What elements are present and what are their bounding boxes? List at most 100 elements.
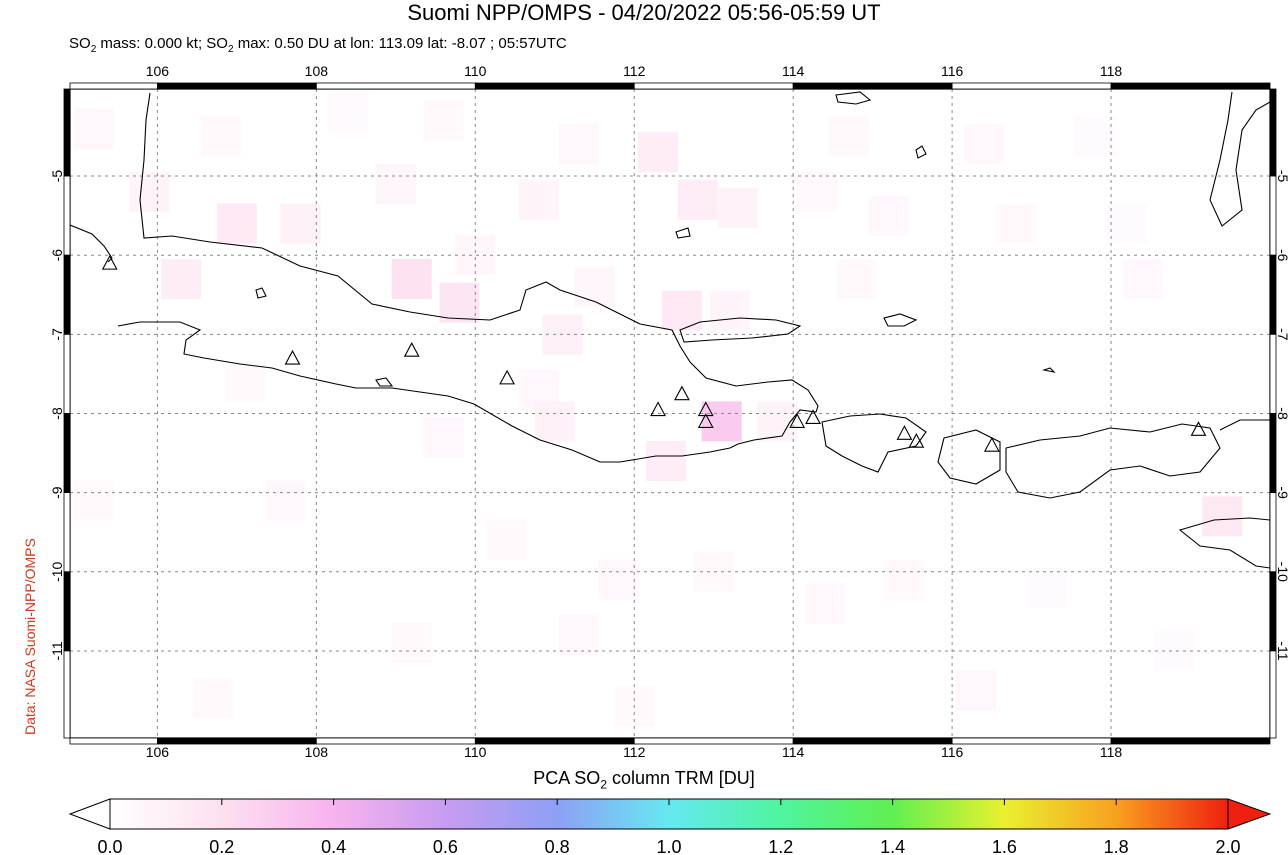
so2-pixel (868, 195, 909, 236)
frame-bar-right (1269, 175, 1277, 256)
colorbar-tick-label: 0.4 (321, 837, 346, 855)
lat-tick-label-right: -6 (1275, 249, 1288, 262)
so2-pixel (884, 559, 925, 600)
frame-bar-right (1269, 492, 1277, 573)
subtitle-part-a: SO (69, 35, 91, 52)
so2-pixel (1154, 630, 1195, 671)
frame-bar-right (1269, 333, 1277, 414)
subtitle-part-c: max: 0.50 DU at lon: 113.09 lat: -8.07 ;… (233, 35, 567, 52)
lon-tick-label-top: 110 (464, 63, 487, 79)
frame-bar-left (63, 650, 71, 739)
frame-bar-bottom (633, 737, 794, 745)
volcano-marker (896, 425, 913, 440)
frame-bar-left (63, 492, 71, 573)
so2-pixel (558, 615, 599, 656)
so2-pixel (709, 290, 750, 331)
frame-bar-bottom (69, 737, 158, 745)
volcano-layer (101, 254, 1207, 452)
frame-bar-right (1269, 571, 1277, 652)
so2-pixel (1027, 567, 1068, 608)
frame-bar-bottom (951, 737, 1112, 745)
frame-bar-bottom (157, 737, 317, 745)
lon-tick-label-top: 112 (623, 63, 646, 79)
so2-pixel (264, 480, 305, 521)
so2-pixel (216, 203, 257, 244)
colorbar-tick-label: 0.6 (433, 837, 458, 855)
so2-pixel (677, 179, 718, 220)
so2-pixel (375, 163, 416, 204)
so2-pixel (439, 282, 480, 323)
frame-bar-top (792, 82, 953, 90)
so2-pixel (1106, 203, 1147, 244)
volcano-marker (650, 401, 667, 417)
so2-pixel (963, 124, 1004, 165)
coast-sulawesi (1209, 91, 1270, 227)
map-title: Suomi NPP/OMPS - 04/20/2022 05:56-05:59 … (407, 0, 881, 25)
colorbar-tick-label: 2.0 (1215, 837, 1240, 855)
so2-pixel (717, 187, 758, 228)
frame-bar-left (63, 88, 71, 177)
so2-pixel (797, 171, 838, 212)
coast-sumatra (70, 224, 113, 263)
frame-bar-top (474, 82, 635, 90)
lat-tick-label-right: -5 (1275, 170, 1288, 183)
lat-tick-label-left: -10 (49, 561, 65, 581)
volcano-marker (908, 433, 925, 448)
so2-pixel (391, 258, 432, 299)
lat-tick-label-left: -6 (49, 249, 65, 262)
volcano-marker (284, 349, 301, 365)
so2-pixel (518, 179, 559, 220)
so2-pixel (200, 116, 241, 157)
lat-tick-label-right: -7 (1275, 328, 1288, 341)
colorbar-title-pre: PCA SO (533, 768, 601, 788)
lat-tick-label-left: -5 (49, 170, 65, 183)
frame-bar-right (1269, 254, 1277, 335)
colorbar-tick-label: 0.2 (209, 837, 234, 855)
coast-sumbawa (1005, 423, 1221, 499)
subtitle-sub-a: 2 (90, 44, 97, 55)
frame-bar-top (315, 82, 476, 90)
lon-tick-label-bottom: 112 (623, 744, 646, 760)
coast-lombok (937, 429, 1001, 485)
so2-pixel (638, 132, 679, 173)
so2-pixel (661, 290, 702, 331)
so2-pixel (693, 551, 734, 592)
frame-bar-bottom (474, 737, 635, 745)
so2-pixel (828, 116, 869, 157)
so2-pixel (455, 235, 496, 276)
so2-pixel (757, 401, 798, 442)
volcano-marker (101, 254, 118, 270)
so2-pixel (646, 440, 687, 481)
frame-bar-bottom (315, 737, 476, 745)
lon-tick-label-bottom: 106 (146, 744, 170, 760)
coast-island-small-2 (255, 287, 267, 299)
coast-madura (679, 317, 802, 343)
coast-island-small-1 (675, 227, 691, 239)
lon-tick-label-bottom: 116 (941, 744, 964, 760)
coast-island-small-4 (915, 145, 927, 159)
lat-tick-label-left: -8 (49, 407, 65, 420)
frame-bar-bottom (1110, 737, 1271, 745)
lon-tick-label-top: 118 (1100, 63, 1123, 79)
coastlines (70, 91, 1270, 569)
lat-tick-label-left: -11 (49, 641, 65, 660)
so2-pixel (161, 258, 202, 299)
lat-tick-label-left: -9 (49, 486, 65, 499)
frame-bar-left (63, 333, 71, 414)
colorbar-right-arrow (1227, 798, 1272, 830)
so2-pixel (224, 361, 265, 402)
lon-tick-label-top: 106 (146, 63, 170, 79)
so2-pixel (129, 171, 170, 212)
colorbar-tick-label: 0.0 (97, 837, 122, 855)
so2-pixel (73, 108, 114, 149)
so2-pixel (574, 266, 615, 307)
gridlines (70, 89, 1270, 738)
volcano-marker (673, 385, 690, 401)
so2-pixel (487, 520, 528, 561)
frame-bar-top (69, 82, 158, 90)
coast-island-small-3 (375, 377, 394, 387)
coast-java (117, 92, 819, 463)
map-background (70, 89, 1270, 738)
volcano-marker (983, 436, 1000, 452)
